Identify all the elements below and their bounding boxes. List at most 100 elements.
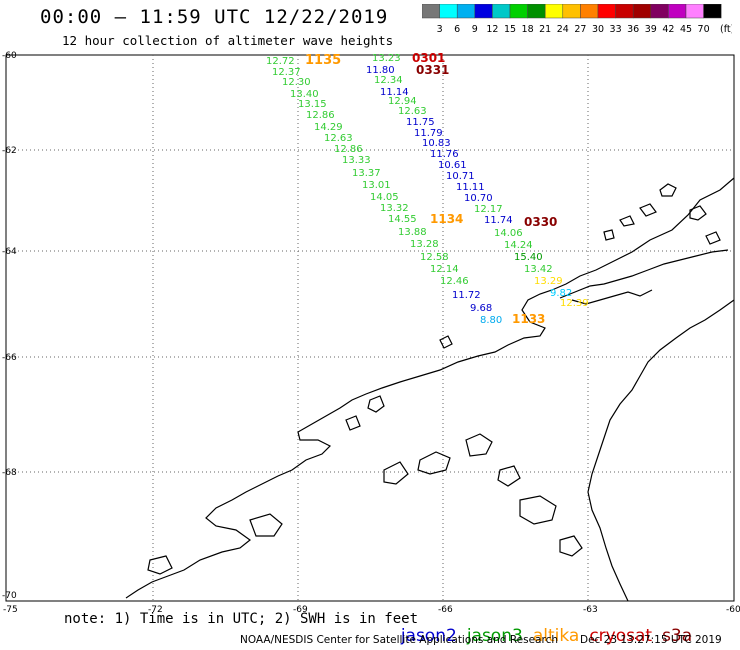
wave-height-label: 11.14 — [380, 87, 409, 98]
color-scale-label: 42 — [662, 24, 674, 35]
wave-height-label: 13.37 — [352, 168, 381, 179]
pass-time-label: 0301 — [412, 51, 445, 65]
color-scale-label: 70 — [698, 24, 710, 35]
color-scale-label: 39 — [645, 24, 657, 35]
color-scale-label: 27 — [574, 24, 586, 35]
wave-height-label: 13.01 — [362, 180, 391, 191]
color-scale-label: (ft) — [720, 24, 732, 35]
pass-time-label: 1134 — [430, 212, 463, 226]
wave-height-label: 12.14 — [430, 264, 459, 275]
latitude-label: -64 — [2, 247, 17, 257]
wave-height-label: 12.39 — [560, 298, 589, 309]
pass-time-label: 1135 — [305, 53, 341, 68]
color-scale-label: 21 — [539, 24, 551, 35]
wave-height-label: 13.42 — [524, 264, 553, 275]
longitude-label: -60 — [726, 605, 740, 615]
color-scale-label: 36 — [627, 24, 639, 35]
wave-height-label: 10.83 — [422, 138, 451, 149]
wave-height-label: 12.63 — [398, 106, 427, 117]
wave-height-label: 12.86 — [334, 144, 363, 155]
footer-note: note: 1) Time is in UTC; 2) SWH is in fe… — [64, 611, 419, 627]
color-swatch — [703, 4, 722, 19]
color-scale-label: 18 — [522, 24, 534, 35]
graticule — [6, 55, 734, 601]
color-scale-label: 45 — [680, 24, 692, 35]
wave-height-label: 12.63 — [324, 133, 353, 144]
wave-height-label: 12.86 — [306, 110, 335, 121]
latitude-label: -68 — [2, 468, 17, 478]
satellite-legend: jason2 jason3 altika cryosat s3a — [390, 606, 702, 646]
longitude-label: -69 — [293, 605, 308, 615]
wave-height-label: 11.74 — [484, 215, 513, 226]
wave-height-label: 11.75 — [406, 117, 435, 128]
color-scale-label: 3 — [437, 24, 443, 35]
wave-height-label: 12.17 — [474, 204, 503, 215]
latitude-label: -62 — [2, 146, 17, 156]
wave-height-label: 10.61 — [438, 160, 467, 171]
legend-jason2: jason2 — [400, 626, 457, 646]
wave-height-label: 14.55 — [388, 214, 417, 225]
wave-height-label: 12.94 — [388, 96, 417, 107]
longitude-label: -75 — [3, 605, 18, 615]
longitude-label: -72 — [148, 605, 163, 615]
wave-height-label: 9.68 — [470, 303, 492, 314]
color-scale-label: 6 — [454, 24, 460, 35]
wave-height-label: 13.15 — [298, 99, 327, 110]
wave-height-label: 12.72 — [266, 56, 295, 67]
wave-height-label: 12.37 — [272, 67, 301, 78]
wave-height-label: 13.33 — [342, 155, 371, 166]
pass-time-label: 1133 — [512, 312, 545, 326]
credit-line: NOAA/NESDIS Center for Satellite Applica… — [240, 634, 558, 646]
wave-height-label: 11.79 — [414, 128, 443, 139]
map-title: 00:00 – 11:59 UTC 12/22/2019 — [40, 6, 389, 28]
wave-height-label: 13.28 — [410, 239, 439, 250]
wave-height-label: 13.23 — [372, 53, 401, 64]
wave-height-label: 11.72 — [452, 290, 481, 301]
wave-height-label: 12.34 — [374, 75, 403, 86]
wave-height-label: 10.70 — [464, 193, 493, 204]
latitude-label: -70 — [2, 591, 17, 601]
wave-height-label: 12.58 — [420, 252, 449, 263]
color-scale-label: 24 — [557, 24, 569, 35]
wave-height-label: 10.71 — [446, 171, 475, 182]
wave-height-label: 9.82 — [550, 288, 572, 299]
pass-time-label: 0331 — [416, 63, 449, 77]
wave-height-label: 15.40 — [514, 252, 543, 263]
legend-altika: altika — [532, 626, 580, 646]
wave-height-label: 11.11 — [456, 182, 485, 193]
color-scale-label: 9 — [472, 24, 478, 35]
color-scale-label: 15 — [504, 24, 516, 35]
wave-height-label: 14.29 — [314, 122, 343, 133]
color-scale-label: 33 — [610, 24, 622, 35]
legend-jason3: jason3 — [466, 626, 523, 646]
wave-height-label: 12.46 — [440, 276, 469, 287]
longitude-label: -66 — [438, 605, 453, 615]
longitude-label: -63 — [583, 605, 598, 615]
legend-s3a: s3a — [662, 626, 693, 646]
map-subtitle: 12 hour collection of altimeter wave hei… — [62, 33, 394, 48]
color-scale-label: 30 — [592, 24, 604, 35]
latitude-label: -60 — [2, 51, 17, 61]
map-frame — [5, 54, 735, 602]
coastline — [125, 177, 735, 602]
latitude-label: -66 — [2, 353, 17, 363]
wave-height-label: 13.29 — [534, 276, 563, 287]
wave-height-label: 13.32 — [380, 203, 409, 214]
color-scale-label: 12 — [486, 24, 498, 35]
wave-height-label: 13.40 — [290, 89, 319, 100]
wave-height-label: 13.88 — [398, 227, 427, 238]
wave-height-label: 14.05 — [370, 192, 399, 203]
pass-time-label: 0330 — [524, 215, 557, 229]
wave-height-label: 14.06 — [494, 228, 523, 239]
wave-height-label: 8.80 — [480, 315, 502, 326]
axis-label-layer: -60 -62 -64 -66 -68 -70 -75 -72 -69 -66 -63 -60 — [2, 51, 740, 615]
generation-timestamp: Dec 23 13:27:15 UTC 2019 — [580, 634, 722, 646]
wave-height-label: 11.76 — [430, 149, 459, 160]
wave-height-label: 12.30 — [282, 77, 311, 88]
legend-cryosat: cryosat — [589, 626, 653, 646]
wave-height-label: 14.24 — [504, 240, 533, 251]
wave-height-label: 11.80 — [366, 65, 395, 76]
